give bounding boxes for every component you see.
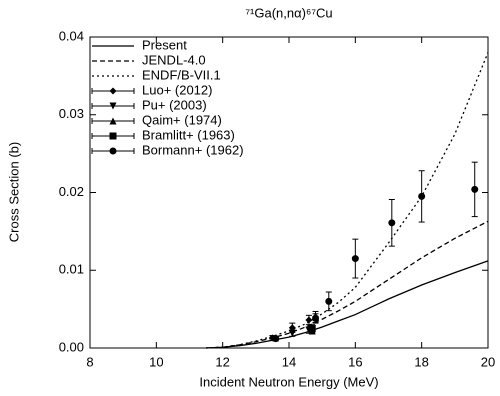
y-tick-label: 0.03 — [59, 106, 84, 121]
marker — [272, 335, 280, 343]
series-line — [206, 260, 489, 349]
legend-marker — [109, 102, 117, 110]
legend-label: JENDL-4.0 — [142, 52, 206, 67]
x-tick-label: 18 — [414, 354, 428, 369]
legend-marker — [109, 147, 117, 155]
y-tick-label: 0.00 — [59, 339, 84, 354]
x-axis-label: Incident Neutron Energy (MeV) — [199, 374, 378, 389]
x-tick-label: 12 — [215, 354, 229, 369]
legend-label: ENDF/B-VII.1 — [142, 67, 221, 82]
series-line — [206, 220, 489, 349]
legend-label: Luo+ (2012) — [142, 82, 212, 97]
data-point — [325, 291, 333, 312]
x-tick-label: 14 — [282, 354, 296, 369]
marker — [388, 219, 396, 227]
x-tick-label: 8 — [86, 354, 93, 369]
data-point — [388, 198, 396, 247]
y-tick-label: 0.04 — [59, 28, 84, 43]
legend-marker — [109, 117, 117, 125]
marker — [351, 255, 359, 263]
data-point — [305, 314, 313, 326]
marker — [325, 297, 333, 305]
marker — [305, 316, 313, 324]
y-tick-label: 0.01 — [59, 262, 84, 277]
data-point — [418, 170, 426, 223]
legend-label: Present — [142, 37, 187, 52]
x-tick-label: 16 — [348, 354, 362, 369]
x-tick-label: 20 — [481, 354, 495, 369]
legend-marker — [109, 87, 117, 95]
marker — [288, 324, 296, 332]
series-line — [206, 52, 489, 349]
legend-marker — [109, 132, 117, 140]
chart-title: ⁷¹Ga(n,nα)⁶⁷Cu — [245, 5, 332, 20]
y-axis-label: Cross Section (b) — [6, 142, 21, 242]
legend-label: Qaim+ (1974) — [142, 112, 222, 127]
data-point — [312, 313, 320, 324]
y-tick-label: 0.02 — [59, 184, 84, 199]
legend-label: Bormann+ (1962) — [142, 142, 244, 157]
data-point — [272, 335, 280, 343]
marker — [308, 325, 316, 333]
data-point — [308, 324, 316, 333]
data-point — [471, 161, 479, 218]
marker — [288, 329, 296, 337]
legend-label: Bramlitt+ (1963) — [142, 127, 235, 142]
legend-label: Pu+ (2003) — [142, 97, 207, 112]
data-point — [288, 329, 296, 337]
x-tick-label: 10 — [149, 354, 163, 369]
marker — [418, 192, 426, 200]
marker — [471, 185, 479, 193]
marker — [312, 314, 320, 322]
data-point — [351, 238, 359, 279]
